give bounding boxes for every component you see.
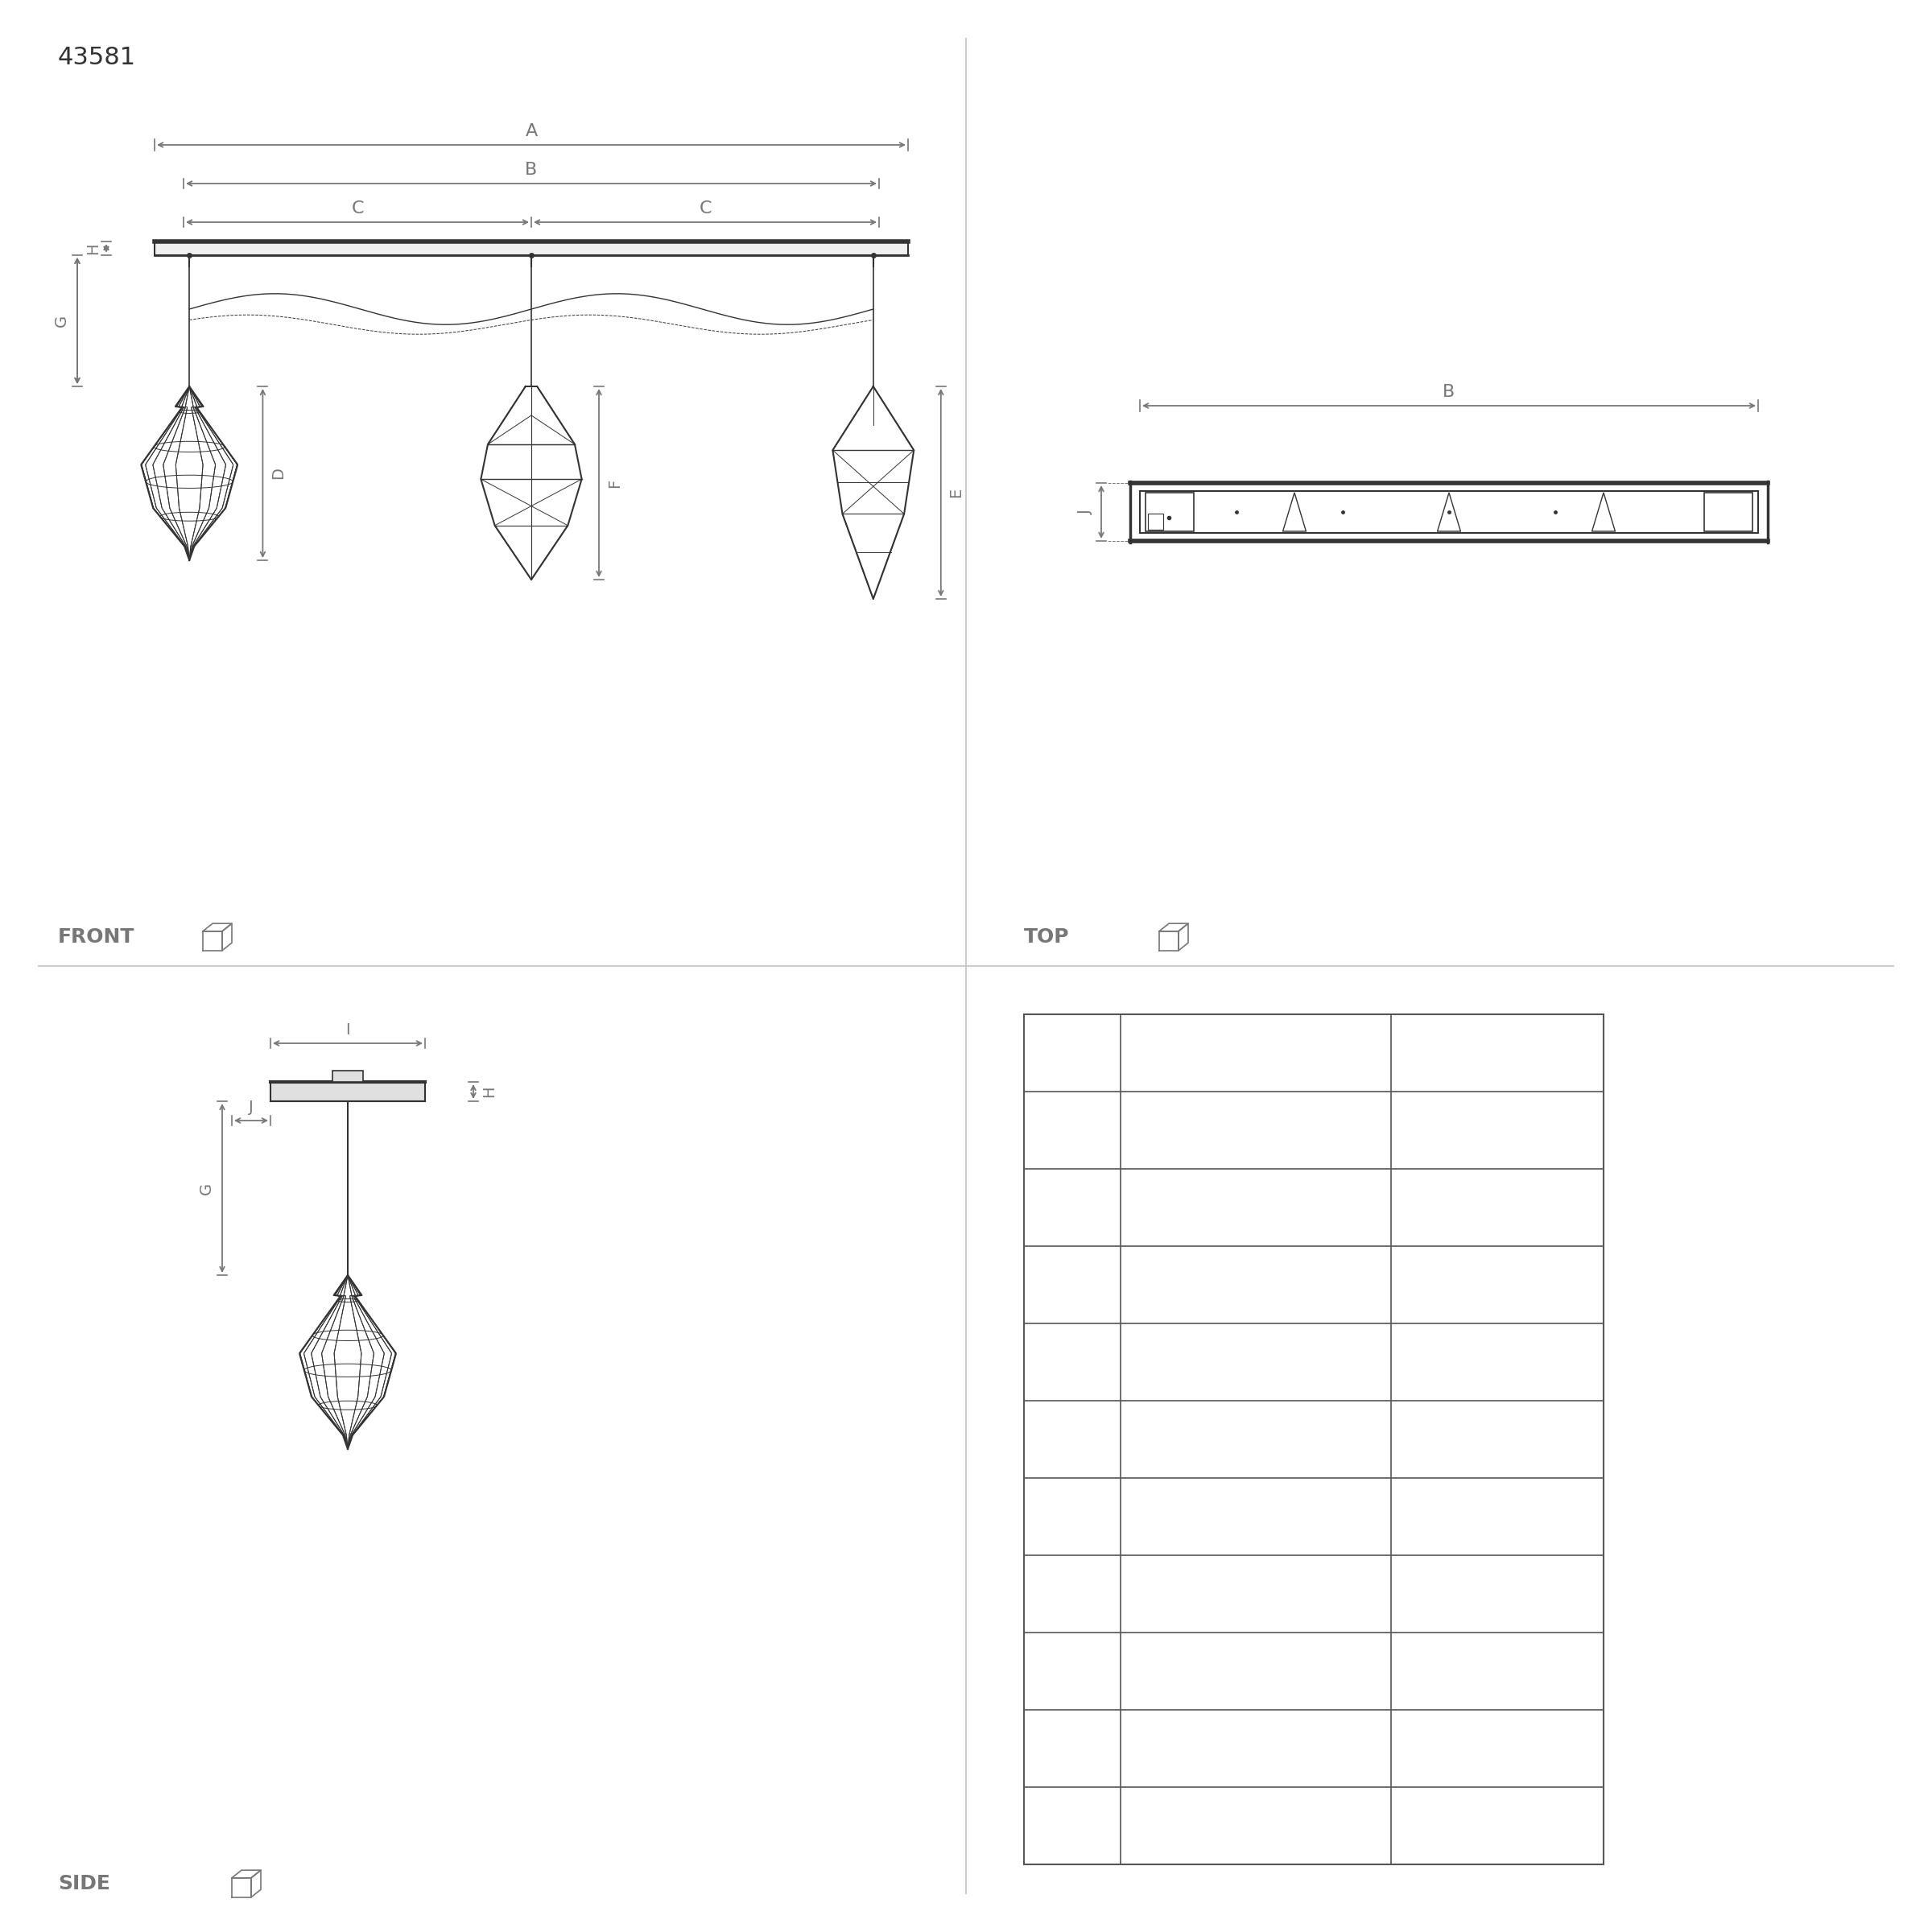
Text: 237: 237 xyxy=(1242,1432,1269,1447)
Text: SIDE: SIDE xyxy=(58,1874,110,1893)
Text: H: H xyxy=(481,1086,497,1097)
Text: 199: 199 xyxy=(1242,1509,1269,1524)
Text: 43.30: 43.30 xyxy=(1476,1586,1519,1602)
Text: J: J xyxy=(1078,510,1094,514)
Text: I: I xyxy=(346,1022,350,1037)
Bar xyxy=(332,1070,363,1082)
Text: B: B xyxy=(526,162,537,178)
Text: 8.38: 8.38 xyxy=(1482,1354,1513,1370)
Text: E: E xyxy=(1068,1432,1076,1447)
Text: 900: 900 xyxy=(1242,1122,1269,1138)
Bar xyxy=(1140,491,1758,533)
Text: E: E xyxy=(949,487,964,498)
Text: G: G xyxy=(1066,1586,1078,1602)
Bar xyxy=(1146,493,1194,531)
Text: H: H xyxy=(1066,1663,1078,1679)
Text: C: C xyxy=(699,201,711,216)
Text: 2.75: 2.75 xyxy=(1482,1741,1513,1756)
Bar xyxy=(155,242,908,255)
Text: 35.43: 35.43 xyxy=(1476,1122,1519,1138)
Text: FRONT: FRONT xyxy=(58,927,135,947)
Text: 1100: 1100 xyxy=(1238,1586,1273,1602)
Text: 25.8: 25.8 xyxy=(1240,1663,1271,1679)
Text: 70: 70 xyxy=(1246,1741,1265,1756)
Text: J: J xyxy=(1070,1818,1074,1833)
Text: MILLIMETERS: MILLIMETERS xyxy=(1202,1045,1310,1061)
Text: TOP: TOP xyxy=(1024,927,1070,947)
Text: 1.01: 1.01 xyxy=(1482,1663,1513,1679)
Text: 800: 800 xyxy=(1242,1200,1269,1215)
Text: 145: 145 xyxy=(1242,1818,1269,1833)
Text: G: G xyxy=(54,315,70,327)
Text: C: C xyxy=(1066,1277,1078,1293)
Text: 350: 350 xyxy=(1242,1277,1269,1293)
Text: B: B xyxy=(1443,384,1455,400)
Text: 7.83: 7.83 xyxy=(1482,1509,1513,1524)
Bar xyxy=(1704,493,1752,531)
Text: INCHES: INCHES xyxy=(1466,1045,1528,1061)
Text: D: D xyxy=(1066,1354,1078,1370)
Text: G: G xyxy=(199,1182,214,1194)
Text: A: A xyxy=(1066,1122,1078,1138)
Text: I: I xyxy=(1070,1741,1074,1756)
Bar xyxy=(1024,1014,1604,1864)
Text: J: J xyxy=(249,1099,253,1115)
Bar xyxy=(1148,514,1163,529)
Text: A: A xyxy=(526,124,537,139)
Text: C: C xyxy=(352,201,363,216)
Text: 31.49: 31.49 xyxy=(1476,1200,1519,1215)
Text: B: B xyxy=(1066,1200,1078,1215)
Text: H: H xyxy=(85,242,100,255)
Text: F: F xyxy=(1068,1509,1076,1524)
Text: D: D xyxy=(270,468,286,479)
Text: 43581: 43581 xyxy=(58,46,135,70)
Text: 9.33: 9.33 xyxy=(1482,1432,1513,1447)
Text: 213: 213 xyxy=(1242,1354,1269,1370)
Text: 5.70: 5.70 xyxy=(1482,1818,1513,1833)
Text: 13.77: 13.77 xyxy=(1476,1277,1519,1293)
Bar xyxy=(270,1082,425,1101)
Text: F: F xyxy=(607,479,622,487)
